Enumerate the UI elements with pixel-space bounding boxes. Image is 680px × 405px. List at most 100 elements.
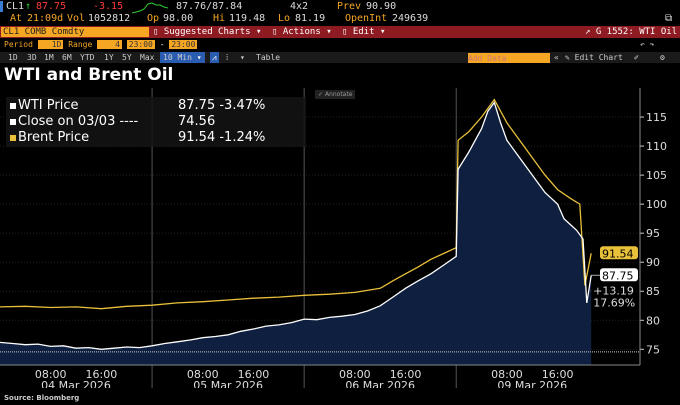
legend-label: Close on 03/03 ---- [18,114,139,129]
x-day-label: 05 Mar 2026 [193,379,263,388]
chart-id[interactable]: ↗ G 1552: WTI Oil [585,27,678,37]
low-label: Lo [278,13,291,24]
actions-menu[interactable]: ▯ Actions ▾ [272,27,332,37]
prev-value: 90.90 [366,1,397,12]
up-arrow-icon: ↑ [25,1,32,12]
legend-value: 87.75 [178,98,216,113]
x-tick-label: 16:00 [390,368,422,381]
wti-line [0,101,592,350]
range-from[interactable]: 23:00 [126,40,155,49]
legend-close: Close on 03/03 ---- 74.56 [10,114,302,130]
bid-ask: 87.76/87.84 [176,1,243,12]
change-pct-label: 17.69% [593,296,635,309]
line-chart-icon[interactable]: ⩘ [210,52,219,63]
suggested-charts-menu[interactable]: ▯ Suggested Charts ▾ [153,27,262,37]
legend-change: -3.47% [219,98,266,113]
time-value: 21:09d [27,13,64,24]
range-3d[interactable]: 3D [27,53,37,62]
x-tick-label: 16:00 [542,368,574,381]
range-1d[interactable]: 1D [8,53,18,62]
range-max[interactable]: Max [140,53,155,62]
annotate-label: Annotate [324,91,353,98]
range-to[interactable]: 23:00 [169,40,198,49]
range-field[interactable]: 4 [97,40,122,49]
actions-label: Actions [282,27,321,37]
y-tick-label: 90 [646,256,660,269]
focus-marker [0,1,3,12]
vol-label: Vol [67,13,86,24]
x-day-label: 09 Mar 2026 [497,379,567,388]
x-day-label: 06 Mar 2026 [345,379,415,388]
net-change: -3.15 [93,1,124,12]
y-tick-label: 105 [646,169,667,182]
security-field[interactable]: CL1 COMB Comdty [1,27,149,37]
gear-icon[interactable]: ⚙ [660,53,665,62]
suggested-charts-label: Suggested Charts [163,27,251,37]
y-tick-label: 75 [646,343,660,356]
menu-bar: CL1 COMB Comdty ▯ Suggested Charts ▾ ▯ A… [0,26,680,38]
edit-menu[interactable]: ▯ Edit ▾ [342,27,386,37]
interval-dropdown[interactable]: 10 Min ▾ [160,52,205,63]
high-label: Hi [213,13,226,24]
range-1y[interactable]: 1Y [104,53,114,62]
legend-value: 91.54 [178,130,216,145]
close-swatch [10,118,16,125]
prev-label: Prev [337,1,362,12]
range-1m[interactable]: 1M [44,53,54,62]
y-tick-label: 80 [646,314,660,327]
brent-last-badge [600,246,638,260]
x-tick-label: 08:00 [35,368,67,381]
y-tick-label: 95 [646,227,660,240]
bar-chart-icon[interactable]: ⁞ [226,53,229,62]
legend: WTI Price 87.75 -3.47% Close on 03/03 ---… [6,97,306,147]
vol-value: 1052812 [88,13,131,24]
annotate-button[interactable]: ✓ Annotate [315,90,356,99]
change-abs-label: +13.19 [593,284,634,297]
undo-icon[interactable]: ↶ ↷ [640,40,655,49]
wti-swatch [10,102,16,109]
x-tick-label: 08:00 [339,368,371,381]
edit-label: Edit [352,27,375,37]
y-tick-label: 100 [646,198,667,211]
price-chart[interactable]: 75 80 85 90 95 100 105 110 115 08:00 16:00 08:00 16:… [0,88,680,388]
range-label: Range [68,40,93,49]
table-button[interactable]: Table [256,53,281,62]
y-tick-label: 115 [646,111,667,124]
range-6m[interactable]: 6M [62,53,72,62]
period-field[interactable]: 1D [37,40,64,49]
collapse-icon[interactable]: « [554,53,559,62]
legend-label: Brent Price [18,130,90,145]
edit-chart-label: Edit Chart [574,53,623,62]
at-label: At [10,13,23,24]
high-value: 119.48 [229,13,266,24]
wti-last-value: 87.75 [602,269,634,282]
x-tick-label: 08:00 [491,368,523,381]
source-note: Source: Bloomberg [4,394,80,402]
interval-label: 10 Min [163,53,192,62]
period-label: Period [4,40,33,49]
x-tick-label: 08:00 [187,368,219,381]
y-tick-label: 85 [646,285,660,298]
bid-ask-size: 4x2 [290,1,309,12]
open-value: 98.00 [163,13,194,24]
last-price: 87.75 [36,1,67,12]
add-data-input[interactable]: Add Data [468,53,550,63]
ticker: CL1 [6,1,25,12]
popout-icon[interactable]: ⧉ [665,13,673,24]
draw-icon[interactable]: ✐ [634,53,639,62]
range-5y[interactable]: 5Y [122,53,132,62]
edit-chart-button[interactable]: ✎ Edit Chart [565,53,623,62]
chart-id-label: G 1552: WTI Oil [595,27,678,37]
openint-value: 249639 [392,13,429,24]
legend-wti: WTI Price 87.75 -3.47% [10,98,302,114]
legend-brent: Brent Price 91.54 -1.24% [10,130,302,146]
legend-change: -1.24% [219,130,266,145]
chart-title: WTI and Brent Oil [4,65,174,85]
y-tick-label: 110 [646,140,667,153]
range-ytd[interactable]: YTD [80,53,95,62]
legend-value: 74.56 [178,114,216,129]
dropdown-icon[interactable]: ▾ [240,53,245,62]
x-tick-label: 16:00 [86,368,118,381]
settings-line: Period 1D Range 4 23:00 - 23:00 ↶ ↷ [4,40,655,49]
brent-last-value: 91.54 [602,247,634,260]
